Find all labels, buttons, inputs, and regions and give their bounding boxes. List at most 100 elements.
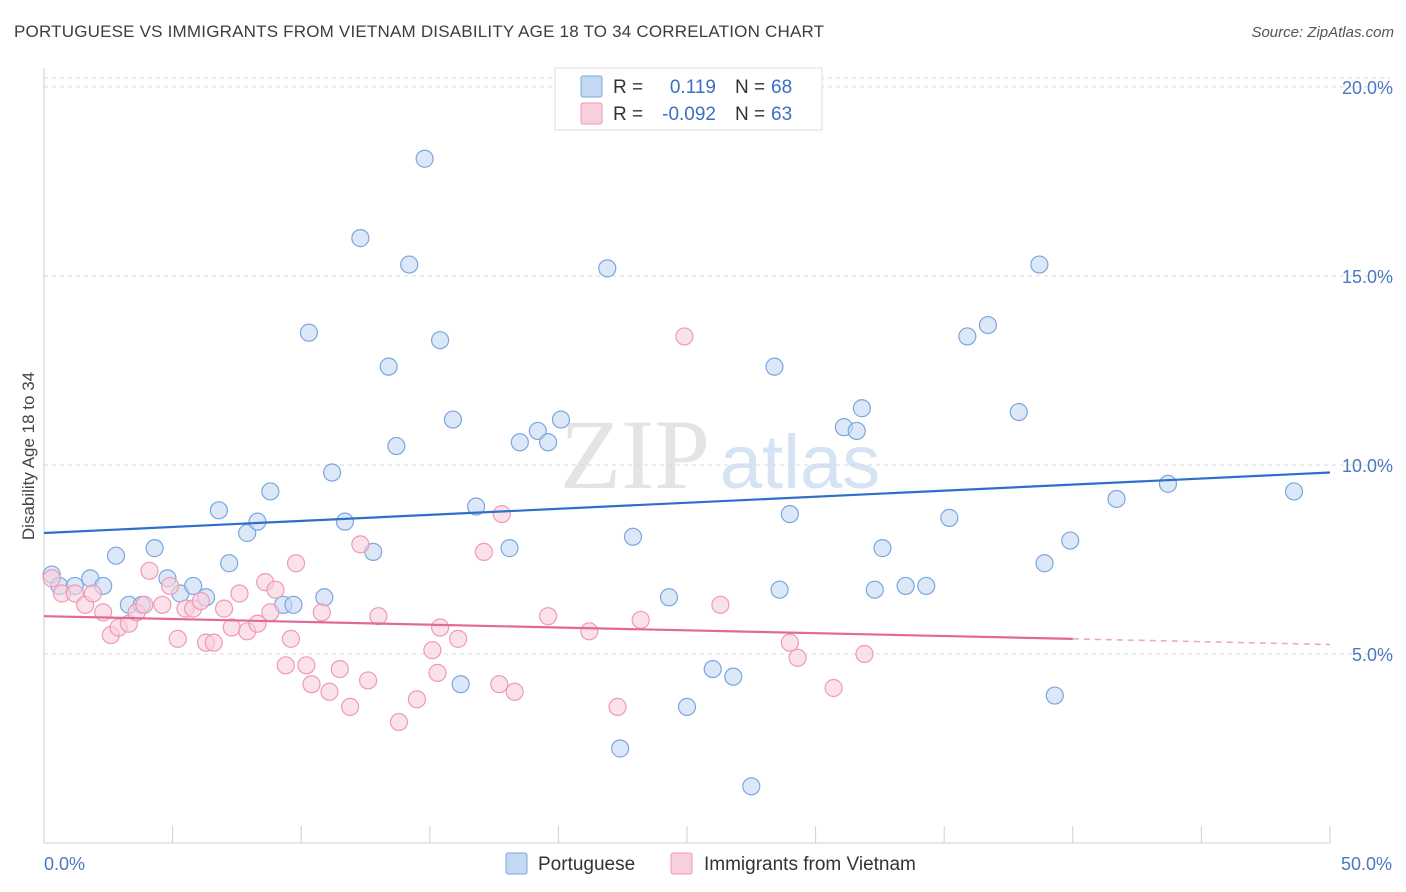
point-portuguese	[510, 433, 529, 452]
point-portuguese	[873, 539, 892, 558]
point-vietnam	[320, 682, 339, 701]
point-vietnam	[539, 607, 558, 626]
point-portuguese	[742, 777, 761, 796]
trend-lines	[43, 471, 1331, 646]
point-portuguese	[958, 327, 977, 346]
point-portuguese	[387, 436, 406, 456]
point-portuguese	[539, 433, 558, 452]
point-vietnam	[608, 697, 627, 717]
bottom-legend-swatch-portuguese	[505, 852, 528, 875]
point-portuguese	[261, 482, 280, 501]
point-portuguese	[379, 357, 398, 376]
y-tick-label: 5.0%	[1352, 645, 1393, 665]
legend-n-label-1: N =	[735, 77, 765, 98]
point-vietnam	[42, 569, 61, 588]
legend-n-value-2: 63	[771, 104, 792, 125]
point-portuguese	[500, 539, 519, 558]
point-vietnam	[261, 603, 280, 622]
point-vietnam	[428, 663, 447, 682]
point-portuguese	[451, 675, 470, 694]
trend-line-vietnam-extension	[1072, 638, 1331, 646]
point-portuguese	[106, 546, 126, 565]
point-portuguese	[1061, 531, 1080, 550]
point-portuguese	[847, 421, 866, 441]
point-portuguese	[724, 667, 743, 686]
point-portuguese	[1107, 489, 1126, 509]
point-portuguese	[322, 463, 342, 482]
point-portuguese	[1009, 402, 1028, 422]
point-vietnam	[369, 607, 388, 626]
point-portuguese	[677, 697, 697, 717]
y-tick-label: 10.0%	[1342, 456, 1393, 476]
point-vietnam	[490, 675, 509, 694]
gridlines	[44, 77, 1390, 655]
point-portuguese	[315, 588, 334, 607]
point-vietnam	[430, 618, 450, 637]
point-vietnam	[340, 697, 360, 717]
point-portuguese	[551, 410, 571, 429]
point-vietnam	[286, 554, 306, 573]
point-vietnam	[351, 535, 370, 554]
point-portuguese	[351, 229, 370, 248]
y-tick-label: 20.0%	[1342, 78, 1393, 98]
legend-swatch-portuguese	[580, 75, 603, 98]
point-portuguese	[1045, 686, 1064, 705]
point-portuguese	[780, 504, 799, 524]
legend-swatch-vietnam	[580, 102, 603, 125]
point-vietnam	[423, 641, 442, 660]
legend-r-label-1: R =	[613, 77, 643, 98]
series-legend: Portuguese Immigrants from Vietnam	[505, 852, 916, 875]
point-vietnam	[580, 622, 599, 641]
point-portuguese	[466, 497, 486, 516]
x-tick-label-max: 50.0%	[1341, 854, 1392, 874]
point-vietnam	[276, 656, 295, 675]
point-portuguese	[145, 539, 164, 558]
trend-line-vietnam	[43, 615, 1073, 640]
point-portuguese	[443, 410, 463, 429]
point-portuguese	[659, 588, 679, 607]
point-vietnam	[160, 576, 180, 596]
point-portuguese	[415, 149, 434, 168]
point-vietnam	[312, 603, 331, 622]
x-ticks	[43, 826, 1331, 843]
point-vietnam	[248, 614, 267, 633]
point-vietnam	[358, 671, 378, 690]
point-vietnam	[711, 595, 730, 614]
point-portuguese	[917, 576, 936, 596]
y-tick-labels: 5.0% 10.0% 15.0% 20.0%	[1342, 78, 1393, 665]
point-vietnam	[675, 327, 694, 346]
legend-n-value-1: 68	[771, 77, 792, 98]
point-portuguese	[1158, 474, 1178, 493]
point-vietnam	[780, 633, 799, 652]
point-portuguese	[400, 255, 419, 274]
point-portuguese	[284, 595, 303, 614]
point-portuguese	[770, 580, 789, 599]
x-tick-label-min: 0.0%	[44, 854, 85, 874]
chart-title: PORTUGUESE VS IMMIGRANTS FROM VIETNAM DI…	[14, 22, 825, 41]
point-portuguese	[765, 357, 784, 376]
point-vietnam	[153, 595, 172, 614]
point-vietnam	[824, 678, 843, 698]
point-vietnam	[855, 644, 874, 664]
point-portuguese	[611, 739, 630, 758]
point-portuguese	[940, 508, 959, 527]
point-vietnam	[191, 591, 210, 611]
point-vietnam	[492, 504, 511, 524]
legend-r-value-1: 0.119	[670, 77, 716, 98]
point-vietnam	[168, 629, 187, 648]
point-vietnam	[505, 682, 524, 701]
point-portuguese	[430, 331, 450, 350]
point-portuguese	[1035, 554, 1054, 573]
point-portuguese	[528, 421, 547, 441]
bottom-legend-swatch-vietnam	[670, 852, 693, 875]
trend-line-portuguese	[43, 471, 1331, 535]
point-portuguese	[598, 259, 617, 278]
correlation-legend: R = 0.119 N = 68 R = -0.092 N = 63	[554, 67, 823, 131]
point-portuguese	[1030, 255, 1049, 274]
point-vietnam	[297, 656, 316, 675]
point-vietnam	[222, 618, 241, 637]
point-vietnam	[407, 690, 427, 709]
source-label: Source: ZipAtlas.com	[1251, 24, 1394, 41]
point-portuguese	[852, 399, 871, 418]
point-vietnam	[135, 595, 154, 614]
